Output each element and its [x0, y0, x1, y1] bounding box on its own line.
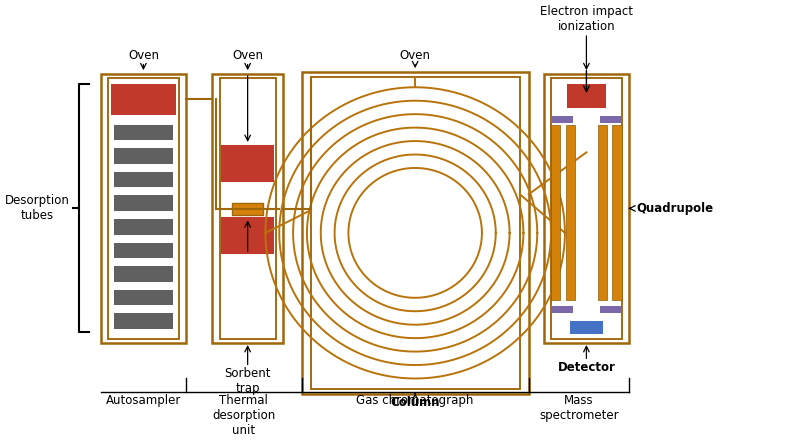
- Text: Sorbent
trap: Sorbent trap: [224, 367, 271, 396]
- Text: Gas chromatograph: Gas chromatograph: [356, 394, 474, 407]
- Text: Thermal
desorption
unit: Thermal desorption unit: [213, 394, 276, 437]
- Bar: [114, 313, 173, 329]
- Bar: [114, 219, 173, 235]
- Text: Desorption
tubes: Desorption tubes: [6, 194, 70, 222]
- Bar: [108, 78, 179, 339]
- Text: Oven: Oven: [128, 49, 159, 62]
- Bar: [302, 72, 529, 394]
- Bar: [600, 306, 621, 313]
- Bar: [220, 78, 276, 339]
- Text: Oven: Oven: [400, 49, 431, 62]
- Bar: [114, 125, 173, 140]
- Bar: [114, 172, 173, 187]
- Bar: [570, 321, 603, 334]
- Bar: [100, 74, 186, 343]
- Bar: [597, 125, 608, 300]
- Text: Electron impact
ionization: Electron impact ionization: [540, 5, 633, 33]
- Text: Oven: Oven: [232, 49, 263, 62]
- Bar: [111, 84, 176, 115]
- Bar: [551, 78, 622, 339]
- Bar: [552, 306, 573, 313]
- Text: Column: Column: [390, 396, 440, 409]
- Text: Detector: Detector: [558, 361, 615, 374]
- Bar: [114, 243, 173, 258]
- Bar: [612, 125, 623, 300]
- Bar: [114, 266, 173, 282]
- Text: Autosampler: Autosampler: [106, 394, 181, 407]
- Bar: [551, 125, 560, 300]
- Bar: [552, 116, 573, 123]
- Bar: [232, 203, 263, 215]
- Text: Quadrupole: Quadrupole: [637, 202, 714, 215]
- Bar: [221, 217, 274, 254]
- Bar: [544, 74, 629, 343]
- Bar: [221, 145, 274, 182]
- Bar: [566, 125, 575, 300]
- Bar: [114, 148, 173, 164]
- Text: Mass
spectrometer: Mass spectrometer: [539, 394, 619, 422]
- Bar: [114, 195, 173, 211]
- Bar: [567, 84, 606, 108]
- Bar: [310, 77, 520, 389]
- Bar: [114, 290, 173, 305]
- Bar: [600, 116, 621, 123]
- Bar: [213, 74, 283, 343]
